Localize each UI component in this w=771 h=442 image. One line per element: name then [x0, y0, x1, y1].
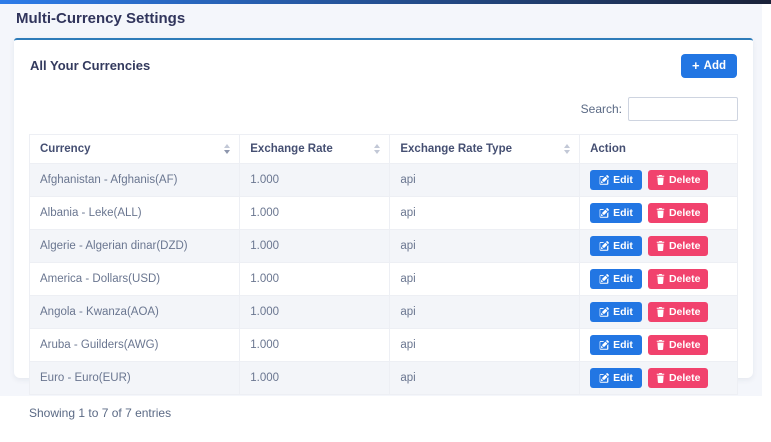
exchange-rate-cell: 1.000 — [239, 328, 391, 362]
trash-icon — [656, 340, 665, 350]
exchange-rate-type-cell: api — [389, 361, 581, 395]
currency-cell: Angola - Kwanza(AOA) — [28, 295, 241, 329]
search-row: Search: — [29, 94, 738, 124]
edit-icon — [599, 307, 610, 317]
exchange-rate-cell: 1.000 — [239, 295, 391, 329]
edit-icon — [599, 175, 610, 185]
action-cell: Edit Delete — [579, 295, 738, 329]
exchange-rate-type-cell: api — [389, 163, 581, 197]
currency-cell: Albania - Leke(ALL) — [28, 196, 241, 230]
column-header-exchange-rate-type[interactable]: Exchange Rate Type — [389, 134, 581, 164]
sort-icon — [374, 144, 381, 154]
exchange-rate-cell: 1.000 — [239, 229, 391, 263]
top-accent-bar — [0, 0, 771, 4]
action-cell: Edit Delete — [579, 262, 738, 296]
exchange-rate-type-cell: api — [389, 262, 581, 296]
edit-button[interactable]: Edit — [590, 302, 642, 322]
action-cell: Edit Delete — [579, 361, 738, 395]
page-title: Multi-Currency Settings — [16, 10, 186, 27]
edit-button[interactable]: Edit — [590, 269, 642, 289]
action-cell: Edit Delete — [579, 163, 738, 197]
column-header-currency[interactable]: Currency — [28, 134, 241, 164]
trash-icon — [656, 241, 665, 251]
exchange-rate-cell: 1.000 — [239, 196, 391, 230]
edit-button[interactable]: Edit — [590, 335, 642, 355]
plus-icon: + — [692, 58, 700, 73]
delete-button[interactable]: Delete — [647, 368, 709, 388]
edit-icon — [599, 373, 610, 383]
currency-table: Currency Exchange Rate Exchange Rate Typ… — [28, 134, 738, 395]
exchange-rate-type-cell: api — [389, 328, 581, 362]
currency-cell: Afghanistan - Afghanis(AF) — [28, 163, 241, 197]
exchange-rate-type-cell: api — [389, 196, 581, 230]
table-header-row: Currency Exchange Rate Exchange Rate Typ… — [28, 134, 738, 164]
table-row: America - Dollars(USD) 1.000 api Edit Delete — [28, 262, 738, 296]
sort-icon — [564, 144, 571, 154]
edit-button[interactable]: Edit — [590, 236, 642, 256]
card-heading: All Your Currencies — [30, 58, 151, 73]
edit-icon — [599, 241, 610, 251]
search-input[interactable] — [628, 97, 738, 121]
trash-icon — [656, 175, 665, 185]
exchange-rate-type-cell: api — [389, 229, 581, 263]
trash-icon — [656, 274, 665, 284]
currency-table-body: Afghanistan - Afghanis(AF) 1.000 api Edit De… — [28, 163, 738, 395]
exchange-rate-cell: 1.000 — [239, 262, 391, 296]
currency-cell: Algerie - Algerian dinar(DZD) — [28, 229, 241, 263]
table-row: Euro - Euro(EUR) 1.000 api Edit Delete — [28, 361, 738, 395]
action-cell: Edit Delete — [579, 328, 738, 362]
delete-button[interactable]: Delete — [647, 170, 709, 190]
add-button[interactable]: + Add — [681, 54, 737, 78]
exchange-rate-type-cell: api — [389, 295, 581, 329]
edit-icon — [599, 340, 610, 350]
delete-button[interactable]: Delete — [647, 335, 709, 355]
table-info-text: Showing 1 to 7 of 7 entries — [29, 406, 172, 420]
column-header-action: Action — [579, 134, 738, 164]
trash-icon — [656, 373, 665, 383]
card-header: All Your Currencies + Add — [29, 40, 738, 88]
exchange-rate-cell: 1.000 — [239, 163, 391, 197]
currency-cell: Euro - Euro(EUR) — [28, 361, 241, 395]
add-button-label: Add — [703, 60, 726, 72]
edit-button[interactable]: Edit — [590, 203, 642, 223]
edit-button[interactable]: Edit — [590, 368, 642, 388]
column-header-exchange-rate[interactable]: Exchange Rate — [239, 134, 391, 164]
sort-icon — [224, 144, 231, 154]
currencies-card: All Your Currencies + Add Search: Currenc… — [14, 38, 753, 420]
table-row: Algerie - Algerian dinar(DZD) 1.000 api Edi… — [28, 229, 738, 263]
delete-button[interactable]: Delete — [647, 302, 709, 322]
action-cell: Edit Delete — [579, 196, 738, 230]
delete-button[interactable]: Delete — [647, 236, 709, 256]
currency-cell: Aruba - Guilders(AWG) — [28, 328, 241, 362]
trash-icon — [656, 208, 665, 218]
table-row: Afghanistan - Afghanis(AF) 1.000 api Edit De… — [28, 163, 738, 197]
edit-button[interactable]: Edit — [590, 170, 642, 190]
table-row: Angola - Kwanza(AOA) 1.000 api Edit Delete — [28, 295, 738, 329]
edit-icon — [599, 274, 610, 284]
exchange-rate-cell: 1.000 — [239, 361, 391, 395]
table-row: Albania - Leke(ALL) 1.000 api Edit Delete — [28, 196, 738, 230]
action-cell: Edit Delete — [579, 229, 738, 263]
delete-button[interactable]: Delete — [647, 269, 709, 289]
table-row: Aruba - Guilders(AWG) 1.000 api Edit Delete — [28, 328, 738, 362]
delete-button[interactable]: Delete — [647, 203, 709, 223]
search-label: Search: — [580, 102, 622, 116]
trash-icon — [656, 307, 665, 317]
edit-icon — [599, 208, 610, 218]
currency-cell: America - Dollars(USD) — [28, 262, 241, 296]
